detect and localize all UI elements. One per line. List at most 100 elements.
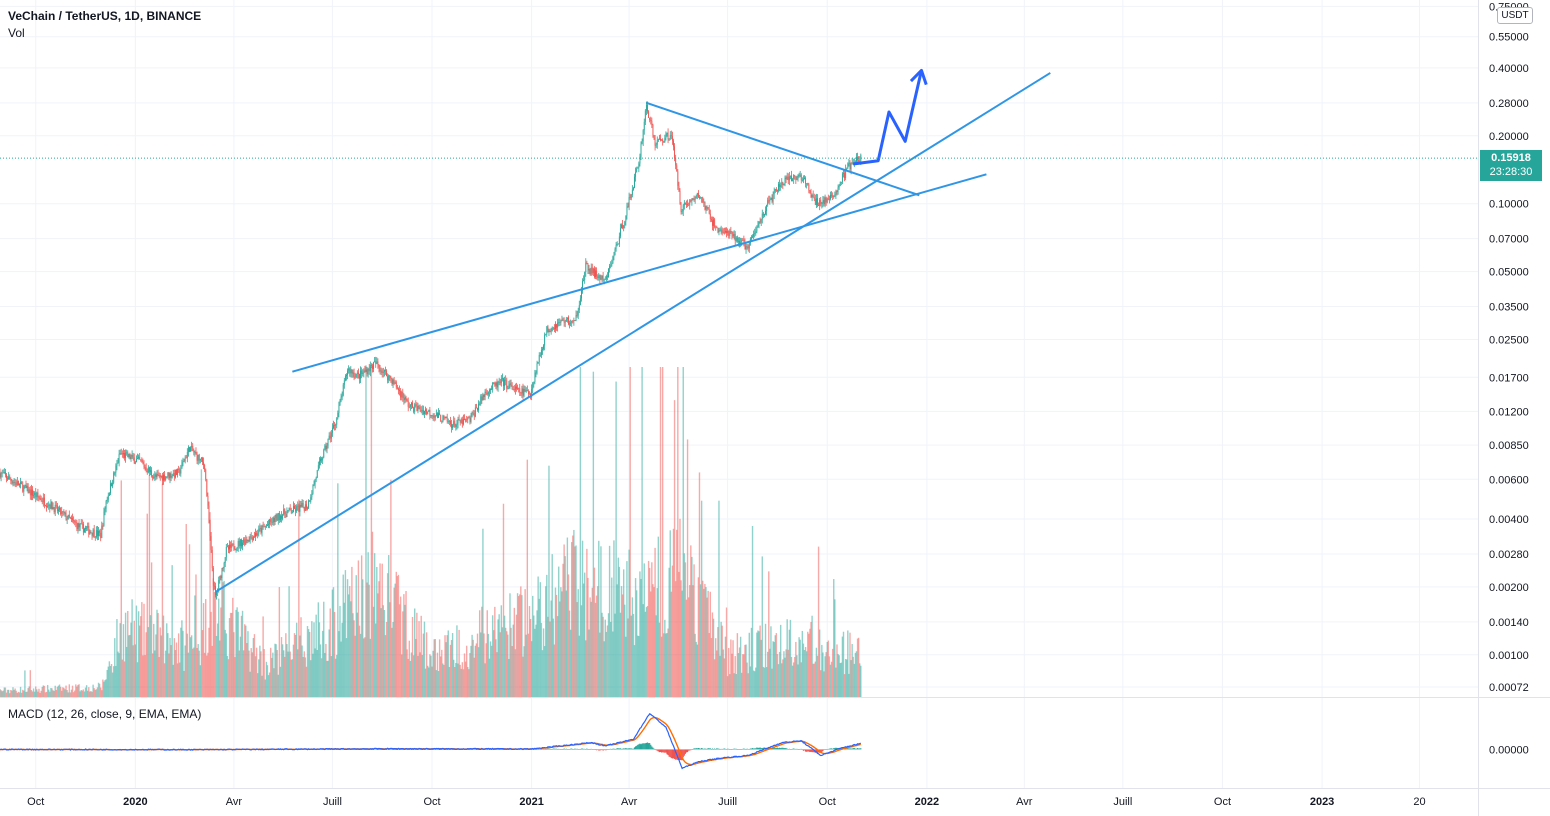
candle-body	[547, 326, 549, 333]
macd-histogram-bar	[437, 749, 440, 750]
drawings-layer[interactable]	[0, 68, 1478, 593]
volume-bar	[202, 603, 205, 697]
volume-bar	[234, 657, 236, 697]
volume-bar	[842, 631, 845, 697]
candle-body	[415, 404, 417, 406]
volume-bar	[489, 641, 492, 697]
macd-histogram-bar	[719, 749, 721, 750]
volume-bar	[186, 633, 189, 697]
macd-histogram-bar	[738, 749, 741, 750]
macd-histogram-bar	[406, 749, 408, 750]
candle-body	[205, 469, 207, 480]
candle-body	[326, 445, 328, 450]
macd-histogram-bar	[822, 749, 824, 752]
macd-histogram-bar	[801, 749, 803, 750]
macd-histogram-bar	[381, 749, 383, 750]
candle-body	[538, 355, 540, 362]
candle-body	[134, 462, 136, 464]
candle-body	[292, 506, 294, 512]
candle-body	[174, 469, 176, 478]
candle-body	[200, 458, 202, 460]
volume-bar	[314, 648, 316, 697]
candle-body	[138, 456, 140, 459]
volume-legend[interactable]: Vol	[8, 26, 25, 40]
volume-bar	[370, 367, 373, 697]
volume-bar	[130, 622, 132, 697]
volume-bar	[141, 602, 143, 697]
volume-bar	[813, 663, 815, 697]
macd-histogram-bar	[747, 748, 749, 750]
volume-bar	[426, 665, 429, 697]
price-tick-label: 0.00850	[1489, 440, 1529, 452]
volume-bar	[471, 634, 473, 697]
macd-histogram-bar	[476, 749, 479, 750]
last-price-tag: 0.15918 23:28:30	[1480, 150, 1542, 182]
candle-body	[152, 475, 154, 479]
volume-bar	[778, 651, 781, 697]
volume-bar	[316, 649, 318, 697]
candle-body	[610, 265, 612, 267]
volume-bar	[447, 630, 449, 697]
candle-body	[440, 414, 442, 422]
volume-bar	[704, 583, 706, 697]
currency-badge[interactable]: USDT	[1497, 7, 1533, 24]
candle-body	[391, 379, 393, 385]
price-tick-label: 0.03500	[1489, 302, 1529, 314]
candle-body	[562, 319, 564, 321]
bar-countdown: 23:28:30	[1489, 166, 1533, 179]
candle-body	[388, 375, 390, 381]
candle-body	[621, 224, 622, 229]
candle-body	[452, 425, 454, 428]
macd-legend[interactable]: MACD (12, 26, close, 9, EMA, EMA)	[8, 707, 202, 721]
volume-bar	[7, 689, 10, 697]
volume-bar	[75, 684, 77, 697]
symbol-title[interactable]: VeChain / TetherUS, 1D, BINANCE	[8, 9, 202, 23]
volume-bar	[773, 642, 775, 697]
volume-bar	[817, 546, 820, 697]
volume-bar	[632, 613, 635, 697]
macd-histogram-bar	[717, 748, 719, 750]
volume-bar	[39, 692, 41, 697]
candle-body	[734, 233, 736, 242]
volume-bar	[810, 622, 812, 697]
volume-bar	[439, 656, 442, 697]
candle-body	[60, 507, 62, 514]
volume-bar	[149, 615, 152, 697]
candle-body	[593, 268, 595, 278]
macd-histogram-bar	[391, 749, 393, 750]
macd-histogram-bar	[601, 749, 603, 750]
candle-body	[286, 511, 288, 517]
candle-body	[846, 168, 848, 170]
volume-bar	[332, 587, 335, 697]
candle-body	[170, 473, 172, 478]
volume-bar	[180, 627, 182, 697]
volume-bar	[600, 546, 602, 697]
volume-bar	[68, 684, 70, 697]
candle-body	[783, 184, 785, 186]
candle-body	[704, 201, 706, 210]
volume-bar	[248, 650, 250, 697]
time-tick-label: Avr	[621, 796, 638, 808]
volume-bar	[375, 623, 377, 697]
candle-body	[239, 539, 241, 547]
candle-body	[204, 465, 206, 470]
candle-body	[182, 461, 184, 463]
candlestick-series[interactable]	[0, 101, 862, 600]
candle-body	[370, 365, 372, 366]
candle-body	[600, 278, 602, 280]
candle-body	[13, 482, 15, 483]
candle-body	[347, 370, 349, 376]
volume-bar	[28, 686, 30, 697]
volume-bar	[512, 624, 514, 697]
volume-bar	[350, 601, 352, 697]
candle-body	[827, 198, 829, 200]
candle-body	[160, 475, 162, 477]
candle-body	[596, 270, 598, 277]
candle-body	[378, 364, 380, 368]
volume-bar	[695, 641, 697, 697]
volume-bar	[770, 626, 772, 697]
candle-body	[206, 479, 208, 497]
candle-body	[53, 507, 55, 513]
candle-body	[759, 221, 761, 223]
